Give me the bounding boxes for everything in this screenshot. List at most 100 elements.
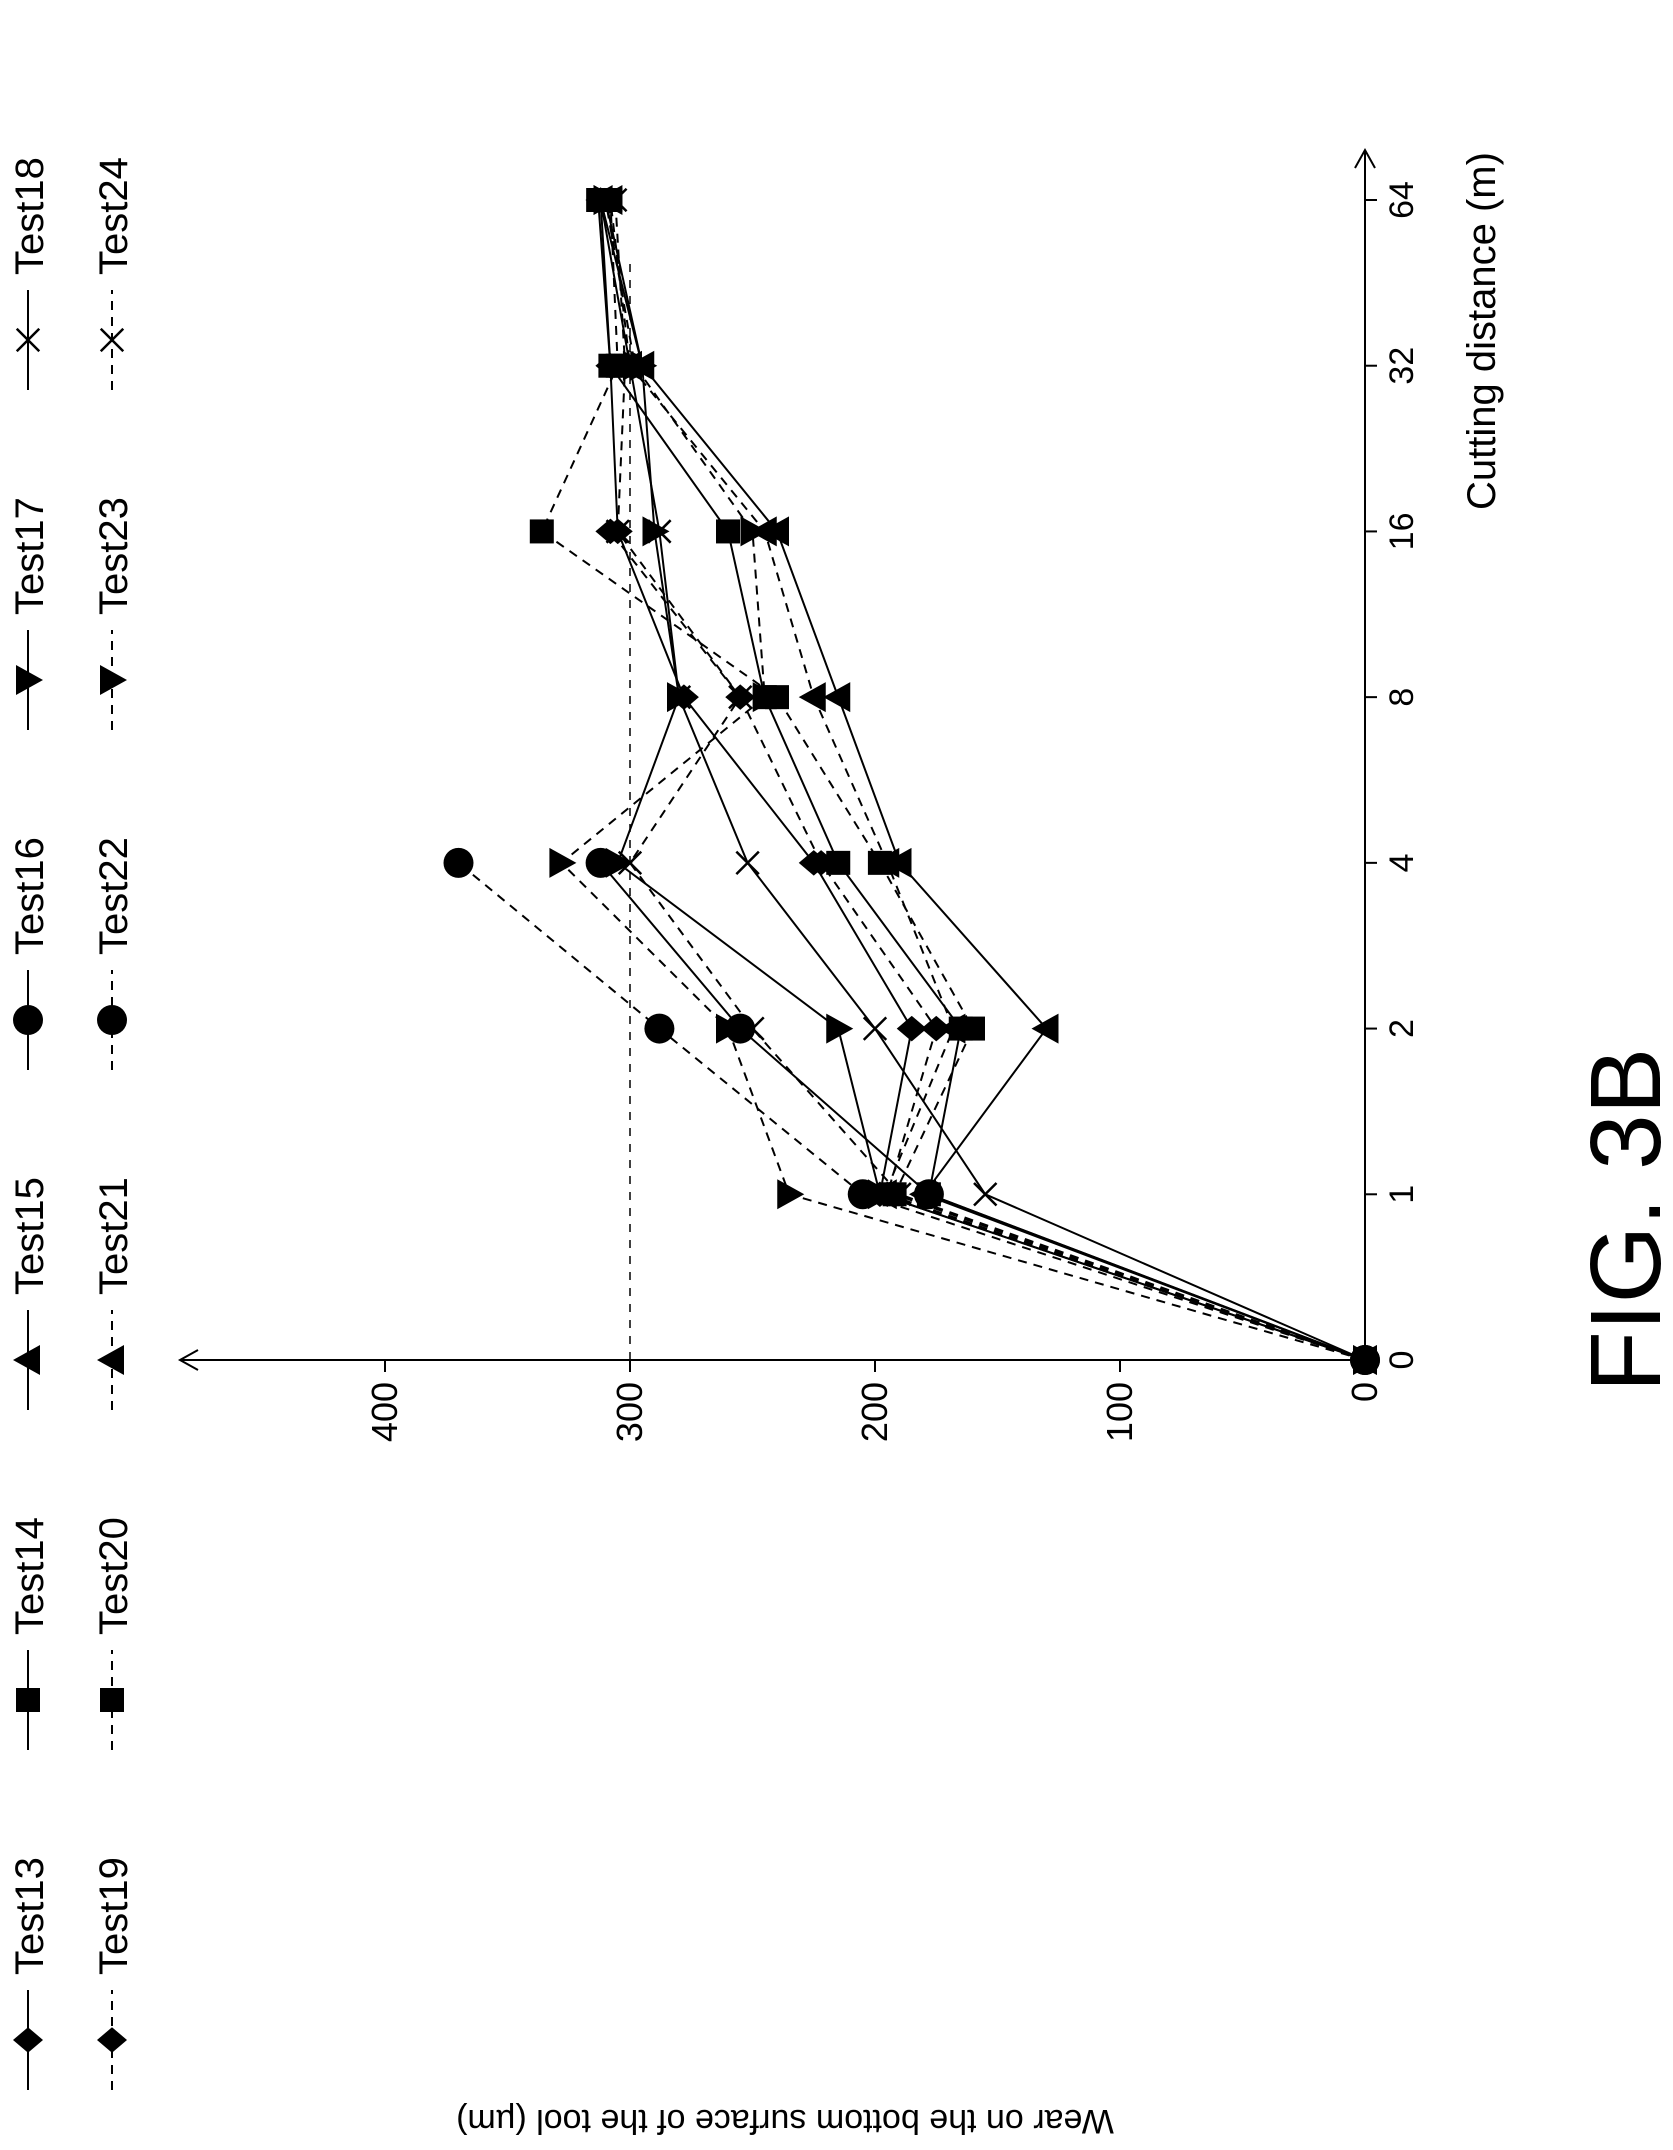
x-tick-label: 1 bbox=[1383, 1185, 1421, 1204]
point-test23-x1 bbox=[777, 1179, 805, 1210]
point-test17-x4 bbox=[605, 847, 633, 878]
legend-label-test22: Test22 bbox=[92, 837, 136, 955]
legend-item-test19: Test19 bbox=[92, 1857, 136, 2090]
point-test21-x2 bbox=[938, 1013, 966, 1044]
legend-label-test21: Test21 bbox=[92, 1177, 136, 1295]
point-test18-x4 bbox=[735, 850, 760, 875]
legend-item-test20: Test20 bbox=[92, 1517, 136, 1750]
point-test24-x8 bbox=[728, 685, 753, 710]
x-tick-label: 64 bbox=[1383, 181, 1421, 219]
series-line-test19 bbox=[609, 530, 1366, 1361]
point-test21-x8 bbox=[798, 682, 826, 713]
point-test17-x16 bbox=[642, 516, 670, 547]
figure-label: FIG. 3B bbox=[1570, 1048, 1673, 1393]
x-tick-label: 2 bbox=[1383, 1019, 1421, 1038]
legend-label-test15: Test15 bbox=[8, 1177, 52, 1295]
y-tick-label: 400 bbox=[364, 1382, 405, 1442]
x-axis-label: Cutting distance (m) bbox=[1460, 152, 1504, 510]
point-test23-x64 bbox=[593, 185, 621, 215]
legend-item-test23: Test23 bbox=[92, 497, 136, 730]
legend-item-test24: Test24 bbox=[92, 157, 136, 390]
series-lines-group bbox=[457, 199, 1366, 1361]
series-line-test21 bbox=[609, 199, 1366, 1361]
point-test23-x2 bbox=[716, 1013, 743, 1044]
y-axis-label: Wear on the bottom surface of the tool (… bbox=[456, 2102, 1114, 2140]
point-test22-x1 bbox=[847, 1179, 878, 1210]
legend-label-test23: Test23 bbox=[92, 497, 136, 615]
point-test24-x0 bbox=[1352, 1347, 1378, 1373]
x-tick-label: 16 bbox=[1383, 513, 1421, 551]
legend-label-test13: Test13 bbox=[8, 1857, 52, 1975]
point-test23-x32 bbox=[622, 350, 650, 381]
point-test15-x2 bbox=[1031, 1013, 1059, 1044]
series-line-test15 bbox=[599, 199, 1366, 1361]
point-test24-x32 bbox=[612, 353, 638, 378]
series-line-test24 bbox=[614, 199, 1366, 1361]
legend-marker-test18 bbox=[15, 327, 41, 353]
legend-marker-test20 bbox=[100, 1688, 124, 1712]
point-test24-x16 bbox=[605, 519, 630, 544]
point-test19-x4 bbox=[806, 850, 837, 876]
series-line-test20 bbox=[540, 199, 1366, 1361]
point-test23-x8 bbox=[752, 682, 780, 713]
legend-marker-test15 bbox=[13, 1345, 40, 1375]
y-tick-label: 200 bbox=[854, 1382, 895, 1442]
legend-label-test20: Test20 bbox=[92, 1517, 136, 1635]
legend-label-test16: Test16 bbox=[8, 837, 52, 955]
legend-item-test14: Test14 bbox=[8, 1517, 52, 1750]
point-test24-x1 bbox=[887, 1182, 912, 1207]
legend-marker-test19 bbox=[97, 2027, 127, 2053]
legend-label-test19: Test19 bbox=[92, 1857, 136, 1975]
legend-marker-test16 bbox=[13, 1005, 43, 1035]
y-axis-arrow bbox=[177, 1349, 199, 1371]
point-test17-x2 bbox=[826, 1013, 854, 1044]
legend-label-test17: Test17 bbox=[8, 497, 52, 615]
point-test24-x64 bbox=[603, 187, 628, 213]
point-test18-x1 bbox=[973, 1182, 998, 1207]
legend-marker-test17 bbox=[16, 665, 43, 695]
legend-item-test13: Test13 bbox=[8, 1857, 52, 2090]
series-line-test22 bbox=[457, 862, 1366, 1361]
point-test21-x1 bbox=[869, 1179, 897, 1210]
legend-item-test18: Test18 bbox=[8, 157, 52, 390]
point-test24-x2 bbox=[740, 1016, 765, 1041]
y-tick-label: 300 bbox=[609, 1382, 650, 1442]
series-line-test16 bbox=[599, 862, 1366, 1361]
series-line-test13 bbox=[599, 199, 1366, 1361]
legend-marker-test21 bbox=[97, 1345, 124, 1375]
legend-marker-test23 bbox=[100, 665, 127, 695]
point-test22-x4 bbox=[443, 847, 474, 878]
series-line-test23 bbox=[559, 199, 1366, 1361]
x-tick-label: 8 bbox=[1383, 688, 1421, 707]
point-test20-x2 bbox=[961, 1016, 985, 1041]
point-test18-x16 bbox=[647, 519, 672, 544]
point-test21-x4 bbox=[872, 847, 900, 878]
legend-item-test16: Test16 bbox=[8, 837, 52, 1070]
y-tick-label: 100 bbox=[1099, 1382, 1140, 1442]
series-line-test17 bbox=[604, 199, 1366, 1361]
point-test13-x2 bbox=[896, 1015, 927, 1042]
point-test18-x2 bbox=[862, 1016, 888, 1041]
legend-item-test15: Test15 bbox=[8, 1177, 52, 1410]
point-test19-x2 bbox=[921, 1015, 952, 1042]
legend-marker-test24 bbox=[99, 327, 125, 353]
x-tick-label: 4 bbox=[1383, 853, 1421, 872]
point-test24-x4 bbox=[617, 850, 643, 875]
x-tick-label: 32 bbox=[1383, 347, 1421, 385]
legend-label-test14: Test14 bbox=[8, 1517, 52, 1635]
point-test15-x8 bbox=[823, 682, 851, 713]
point-test14-x16 bbox=[716, 519, 740, 544]
point-test14-x4 bbox=[826, 850, 851, 875]
point-test22-x2 bbox=[644, 1013, 675, 1044]
legend-label-test24: Test24 bbox=[92, 157, 136, 275]
point-test18-x8 bbox=[666, 685, 692, 710]
legend-marker-test14 bbox=[16, 1688, 40, 1712]
legend-item-test22: Test22 bbox=[92, 837, 136, 1070]
point-test23-x16 bbox=[740, 516, 768, 547]
axes-group: 0 1 2 4 8 16 32 64 0 100 200 300 400 bbox=[177, 147, 1421, 1442]
x-tick-label: 0 bbox=[1383, 1351, 1421, 1370]
series-line-test14 bbox=[597, 199, 1366, 1361]
legend: Test13 Test14 Test15 Test16 Test17 Test18 Test… bbox=[8, 157, 136, 2090]
